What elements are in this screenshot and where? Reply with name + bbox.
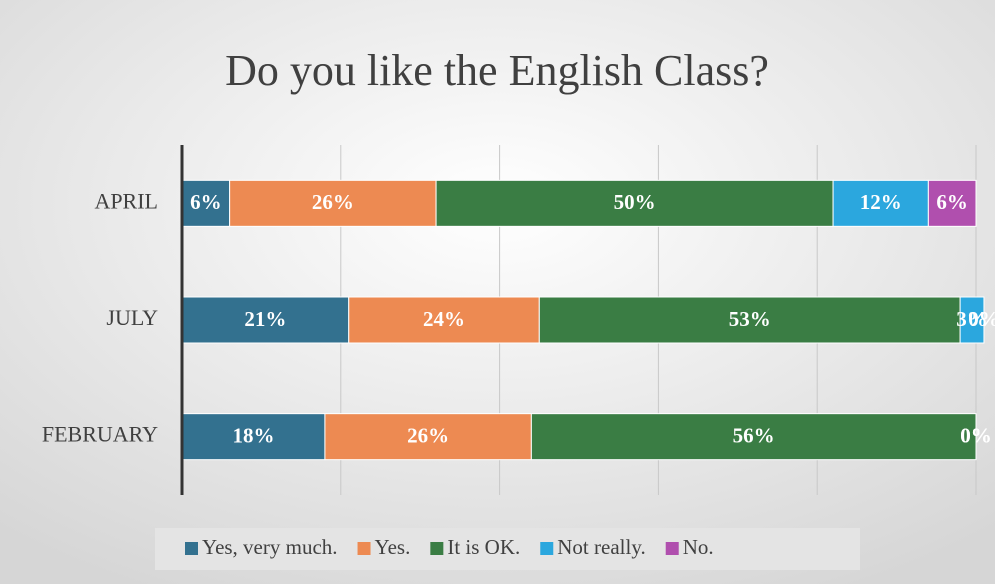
bar-segment [324,413,532,461]
bar-segment [348,296,540,344]
bar-segment [229,179,437,227]
legend-label: Not really. [557,535,645,559]
bar-segment [530,413,977,461]
legend-swatch [540,542,554,555]
data-label: 0% [960,423,992,447]
legend-label: Yes, very much. [202,535,338,559]
data-label: 53% [729,307,771,331]
bar-segment [927,179,977,227]
data-label: 24% [423,307,465,331]
bar-segment [181,296,350,344]
data-label: 18% [232,423,274,447]
data-label: 56% [733,423,775,447]
data-label: 0% [968,307,995,331]
chart-title: Do you like the English Class? [225,46,769,95]
data-label: 21% [244,307,286,331]
bar-segment [832,179,929,227]
legend-swatch [430,542,444,555]
bar-segment [435,179,834,227]
legend-swatch [357,542,371,555]
legend-label: It is OK. [447,535,520,559]
legend-box [155,528,860,570]
legend-swatch [185,542,198,555]
data-label: 26% [312,190,354,214]
data-label: 0% [960,423,992,447]
data-label: 6% [936,190,968,214]
bar-segment [959,296,985,344]
data-label: 3% [956,307,988,331]
data-label: 12% [860,190,902,214]
legend-swatch [665,542,679,555]
y-tick-label: FEBRUARY [42,422,158,447]
y-tick-label: JULY [106,305,158,330]
bar-segment [181,179,231,227]
legend-label: Yes. [375,535,411,559]
y-tick-label: APRIL [94,188,158,213]
data-label: 6% [190,190,222,214]
data-label: 26% [407,423,449,447]
data-label: 50% [614,190,656,214]
legend-label: No. [683,535,714,559]
